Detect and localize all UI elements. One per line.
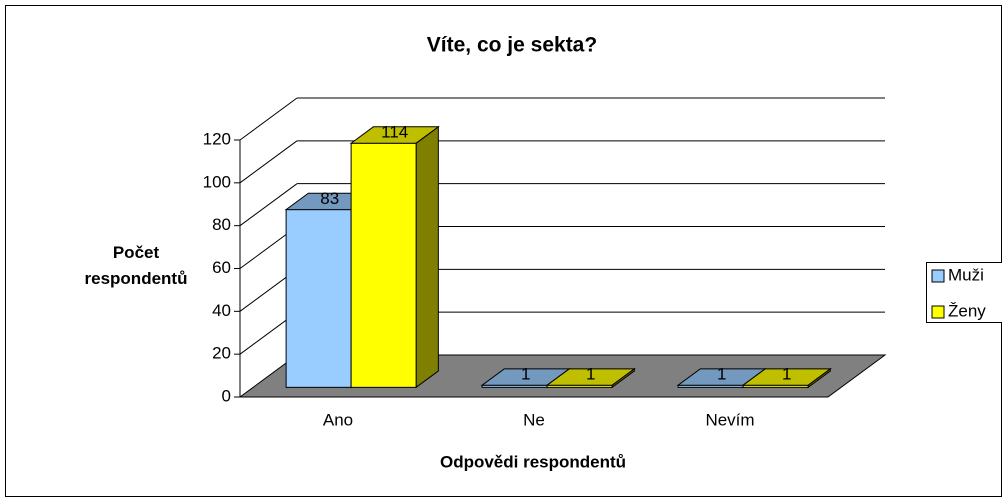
legend-swatch [931,305,945,319]
value-label: 1 [717,364,726,383]
chart-frame [5,5,1002,497]
value-label: 83 [320,189,339,208]
legend-swatch [931,269,945,283]
y-tick-label: 100 [203,172,231,191]
bar-top [545,368,636,386]
y-tick-label: 20 [212,344,231,363]
legend: Muži Ženy [926,262,1002,323]
bar-side [415,125,439,389]
x-tick-label: Ano [323,410,353,429]
bar-top [349,126,440,144]
grid-line [239,97,298,141]
legend-label: Ženy [948,301,986,320]
y-tick-label: 0 [222,386,231,405]
value-label: 114 [381,122,408,141]
y-tick-label: 80 [212,215,231,234]
bar-top [741,368,832,386]
grid-line [239,183,298,227]
value-label: 1 [586,364,595,383]
x-tick-label: Nevím [705,410,754,429]
legend-label: Muži [948,265,984,284]
y-axis-label: Počet respondentů [84,243,188,288]
x-axis-label: Odpovědi respondentů [440,452,626,471]
y-tick-label: 60 [212,258,231,277]
x-tick-label: Ne [523,410,545,429]
chart-title: Víte, co je sekta? [427,34,597,57]
bar [285,209,352,388]
y-tick-label: 120 [203,129,231,148]
grid-line [239,140,298,184]
y-tick-label: 40 [212,301,231,320]
value-label: 1 [782,364,791,383]
value-label: 1 [521,364,530,383]
bar [350,142,417,388]
